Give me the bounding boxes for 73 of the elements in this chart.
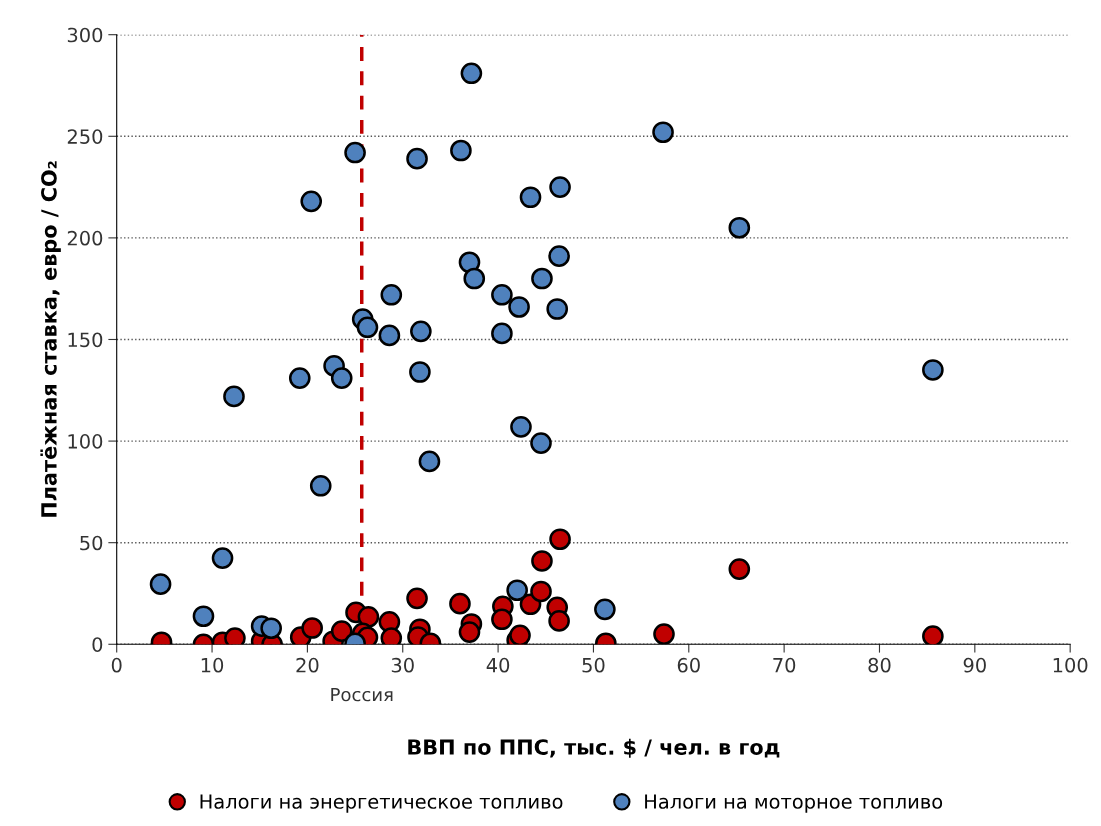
point xyxy=(506,579,528,602)
point xyxy=(546,298,569,320)
point xyxy=(192,605,215,628)
point xyxy=(418,450,441,473)
point xyxy=(508,296,530,318)
x-tick-label: 30 xyxy=(391,657,414,673)
point xyxy=(530,580,552,603)
point xyxy=(463,267,486,290)
point xyxy=(223,385,245,408)
x-tick-label: 70 xyxy=(773,657,796,673)
y-axis-title: Платёжная ставка, евро / CO₂ xyxy=(40,161,61,517)
point xyxy=(509,624,531,645)
x-tick-label: 60 xyxy=(677,657,700,673)
point xyxy=(519,186,542,209)
x-tick-label: 90 xyxy=(963,657,986,673)
point xyxy=(409,361,431,383)
point xyxy=(922,625,944,645)
point xyxy=(548,245,570,267)
point xyxy=(460,62,483,85)
point xyxy=(491,608,513,631)
point xyxy=(301,617,323,639)
point xyxy=(548,610,570,632)
y-tick-label: 250 xyxy=(67,129,103,144)
point xyxy=(406,147,428,170)
point xyxy=(531,550,553,572)
x-tick-label: 50 xyxy=(582,657,605,673)
point xyxy=(211,547,234,569)
point xyxy=(356,316,379,339)
point xyxy=(410,320,432,343)
point xyxy=(530,432,552,454)
legend-label: Налоги на моторное топливо xyxy=(645,794,943,813)
point xyxy=(406,587,428,610)
point xyxy=(728,216,751,239)
point xyxy=(728,558,751,580)
point xyxy=(357,606,380,628)
ref-line-label: Россия xyxy=(331,687,393,702)
y-tick-label: 200 xyxy=(67,230,103,246)
point xyxy=(594,598,616,621)
point xyxy=(652,121,674,144)
y-tick-label: 50 xyxy=(80,535,103,551)
x-tick-label: 0 xyxy=(111,657,122,673)
point xyxy=(922,359,944,381)
point xyxy=(549,176,571,198)
point xyxy=(449,592,471,615)
y-tick-label: 100 xyxy=(68,434,103,449)
x-tick-label: 100 xyxy=(1053,657,1088,673)
point xyxy=(288,367,311,389)
point xyxy=(344,141,366,164)
point xyxy=(491,322,513,345)
point xyxy=(653,623,675,645)
x-tick-label: 80 xyxy=(868,657,891,673)
point xyxy=(549,528,571,551)
point xyxy=(300,190,323,213)
point xyxy=(309,474,332,497)
x-tick-label: 40 xyxy=(486,657,510,673)
point xyxy=(330,367,353,389)
x-axis-title: ВВП по ППС, тыс. $ / чел. в год xyxy=(408,738,780,758)
point xyxy=(531,267,553,290)
point xyxy=(380,283,403,306)
y-tick-label: 150 xyxy=(68,332,103,348)
x-tick-label: 10 xyxy=(201,657,224,673)
point xyxy=(510,416,532,438)
legend-label: Налоги на энергетическое топливо xyxy=(200,794,563,813)
y-tick-label: 300 xyxy=(67,27,103,43)
x-tick-label: 20 xyxy=(296,657,319,673)
point xyxy=(491,283,513,306)
point xyxy=(378,324,401,347)
point xyxy=(260,617,282,640)
point xyxy=(458,621,481,643)
y-tick-label: 0 xyxy=(92,637,103,652)
point xyxy=(149,573,172,595)
point xyxy=(330,620,353,642)
point xyxy=(450,139,472,162)
